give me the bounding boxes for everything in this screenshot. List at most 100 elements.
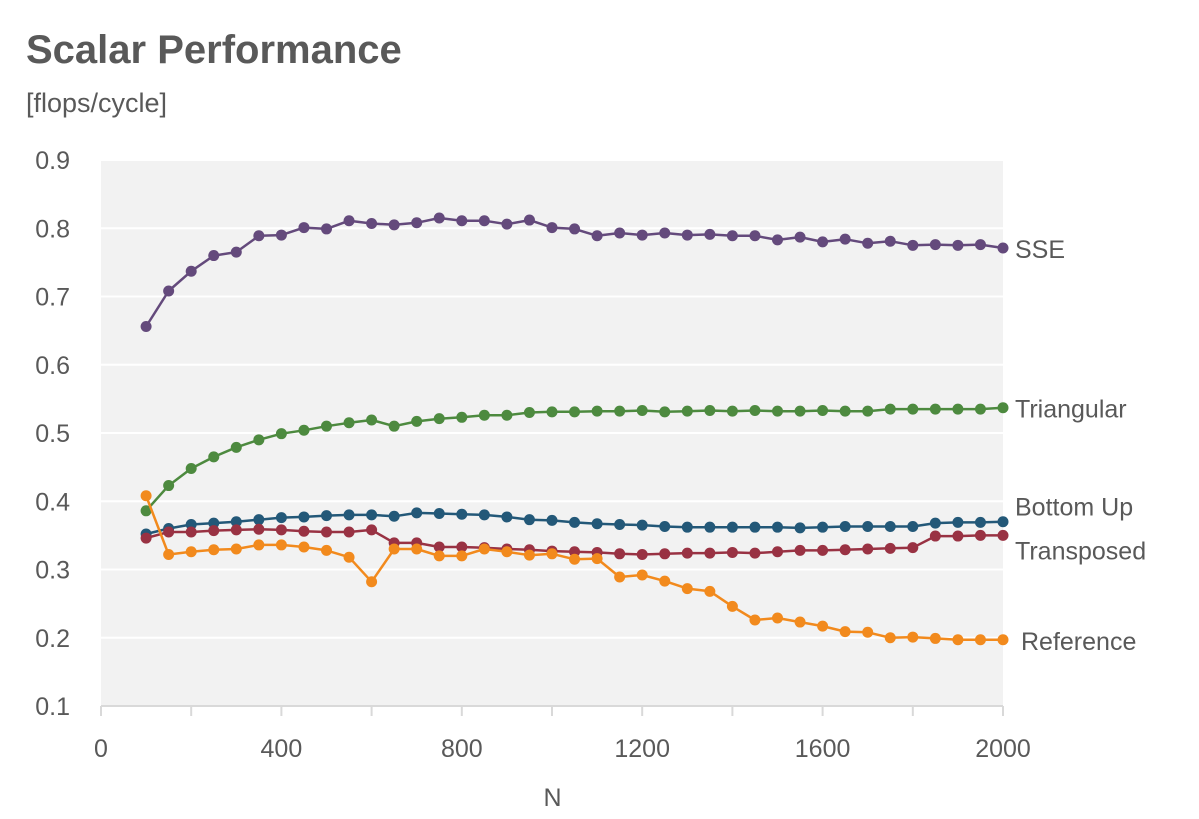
data-point-triangular: [388, 420, 400, 432]
data-point-transposed: [974, 529, 986, 541]
data-point-triangular: [974, 403, 986, 415]
data-point-reference: [478, 543, 490, 555]
data-point-triangular: [230, 441, 242, 453]
data-point-sse: [546, 222, 558, 234]
data-point-bottom-up: [749, 521, 761, 533]
data-point-bottom-up: [907, 521, 919, 533]
data-point-sse: [523, 214, 535, 226]
x-tick-label: 400: [261, 735, 303, 763]
y-tick-label: 0.6: [35, 352, 70, 380]
data-point-transposed: [208, 525, 220, 537]
data-point-transposed: [140, 532, 152, 544]
data-point-bottom-up: [726, 521, 738, 533]
data-point-transposed: [163, 526, 175, 538]
data-point-bottom-up: [929, 517, 941, 529]
x-tick-label: 1200: [614, 735, 670, 763]
data-point-sse: [140, 321, 152, 333]
data-point-transposed: [817, 544, 829, 556]
data-point-sse: [862, 237, 874, 249]
data-point-triangular: [817, 404, 829, 416]
series-layer: [140, 212, 1009, 646]
x-tick-label: 1600: [795, 735, 851, 763]
data-point-sse: [974, 239, 986, 251]
data-point-sse: [681, 229, 693, 241]
data-point-sse: [929, 239, 941, 251]
data-point-sse: [772, 234, 783, 246]
data-point-transposed: [230, 524, 242, 536]
data-point-triangular: [749, 404, 761, 416]
data-point-triangular: [884, 403, 896, 415]
data-point-triangular: [614, 405, 626, 417]
data-point-transposed: [704, 547, 716, 559]
data-point-transposed: [929, 530, 941, 542]
data-point-reference: [275, 539, 287, 551]
data-point-triangular: [997, 402, 1009, 414]
data-point-bottom-up: [275, 512, 287, 524]
data-point-triangular: [478, 409, 490, 421]
data-point-reference: [952, 634, 964, 646]
x-tick-label: 2000: [975, 735, 1031, 763]
data-point-triangular: [433, 413, 445, 425]
y-tick-label: 0.3: [35, 557, 70, 585]
data-point-sse: [884, 235, 896, 247]
data-point-triangular: [907, 403, 919, 415]
data-point-bottom-up: [253, 514, 265, 526]
data-point-bottom-up: [884, 521, 896, 533]
data-point-transposed: [726, 546, 738, 558]
data-point-sse: [636, 229, 648, 241]
series-bottom-up: [140, 507, 1009, 540]
data-point-bottom-up: [433, 508, 445, 520]
chart-title: Scalar Performance: [26, 28, 402, 72]
data-point-reference: [546, 548, 558, 560]
gridlines: [101, 159, 1003, 639]
data-point-reference: [253, 539, 265, 551]
data-point-transposed: [681, 547, 693, 559]
data-point-reference: [321, 544, 332, 556]
data-point-triangular: [546, 406, 558, 418]
y-tick-label: 0.8: [35, 215, 70, 243]
data-point-triangular: [163, 480, 175, 492]
data-point-reference: [569, 553, 581, 565]
data-point-bottom-up: [772, 521, 783, 533]
data-point-triangular: [794, 405, 806, 417]
data-point-triangular: [929, 403, 941, 415]
data-point-reference: [817, 620, 829, 632]
data-point-reference: [929, 632, 941, 644]
data-point-reference: [772, 612, 783, 624]
data-point-sse: [208, 250, 220, 262]
data-point-sse: [478, 215, 490, 227]
data-point-triangular: [411, 415, 423, 427]
data-point-transposed: [253, 523, 265, 535]
data-point-reference: [997, 634, 1009, 646]
data-point-sse: [591, 230, 603, 242]
series-label-triangular: Triangular: [1015, 396, 1127, 424]
data-point-triangular: [298, 424, 310, 436]
series-sse: [140, 212, 1009, 333]
x-tick-label: 0: [94, 735, 108, 763]
data-point-transposed: [862, 543, 874, 555]
data-point-transposed: [321, 526, 332, 538]
data-point-sse: [388, 219, 400, 231]
data-point-sse: [298, 222, 310, 234]
data-point-triangular: [591, 405, 603, 417]
data-point-sse: [230, 246, 242, 258]
data-point-transposed: [772, 546, 783, 558]
data-point-sse: [817, 236, 829, 248]
chart-subtitle: [flops/cycle]: [26, 88, 168, 118]
data-point-bottom-up: [501, 511, 513, 523]
data-point-reference: [366, 576, 378, 588]
y-tick-label: 0.4: [35, 488, 70, 516]
data-point-sse: [997, 242, 1009, 254]
data-point-transposed: [997, 529, 1009, 541]
data-point-triangular: [839, 405, 851, 417]
y-tick-label: 0.9: [35, 147, 70, 175]
data-point-bottom-up: [974, 516, 986, 528]
data-point-triangular: [321, 420, 332, 432]
data-point-reference: [681, 583, 693, 595]
data-point-bottom-up: [839, 521, 851, 533]
series-label-bottom-up: Bottom Up: [1015, 494, 1133, 522]
data-point-reference: [163, 548, 175, 560]
series-triangular: [140, 402, 1009, 517]
data-point-triangular: [366, 414, 378, 426]
